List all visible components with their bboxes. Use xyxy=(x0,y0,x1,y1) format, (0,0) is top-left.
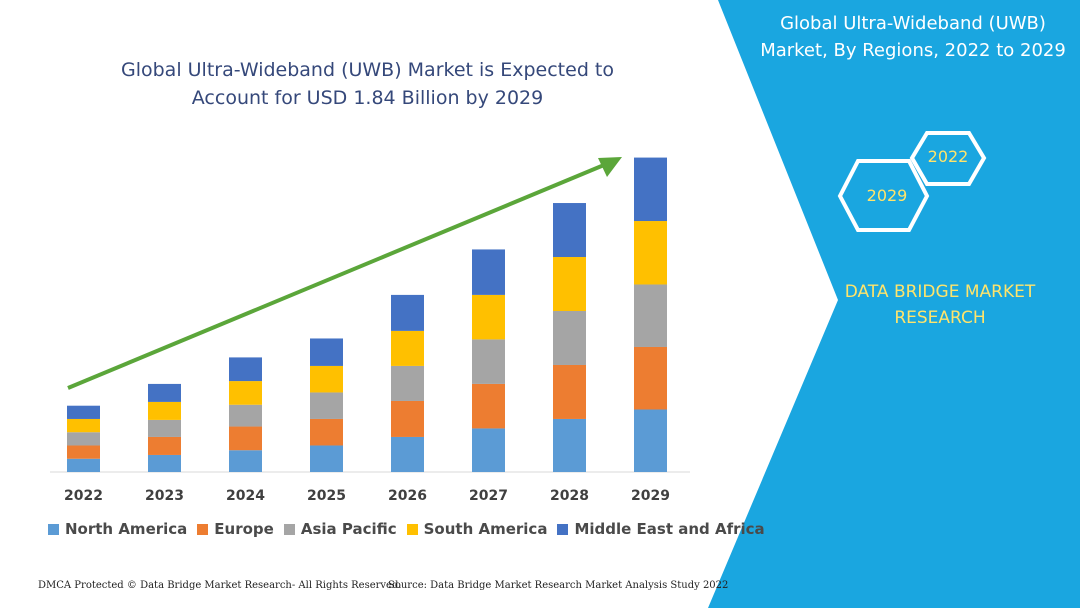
bar-segment-2025-4 xyxy=(310,338,343,366)
bar-segment-2026-3 xyxy=(391,330,424,366)
bar-segment-2023-1 xyxy=(148,436,181,455)
bar-segment-2028-0 xyxy=(553,418,586,472)
brand-text: DATA BRIDGE MARKET RESEARCH xyxy=(820,279,1060,331)
badge-end-year: 2029 xyxy=(866,186,908,205)
bar-segment-2025-1 xyxy=(310,418,343,446)
legend-swatch xyxy=(406,523,418,535)
bar-segment-2026-4 xyxy=(391,294,424,331)
bar-segment-2027-2 xyxy=(472,339,505,384)
legend-label: Europe xyxy=(214,520,274,538)
legend-label: South America xyxy=(423,520,548,538)
panel-title-line1: Global Ultra-Wideband (UWB) xyxy=(780,13,1046,34)
bar-segment-2023-3 xyxy=(148,401,181,420)
trend-arrow xyxy=(67,157,622,390)
brand-line2: RESEARCH xyxy=(894,308,986,328)
bar-segment-2022-3 xyxy=(67,418,100,433)
bar-segment-2022-1 xyxy=(67,445,100,459)
bar-segment-2027-4 xyxy=(472,249,505,295)
bar-segment-2026-0 xyxy=(391,436,424,472)
bar-segment-2024-1 xyxy=(229,426,262,451)
footer-copyright: DMCA Protected © Data Bridge Market Rese… xyxy=(38,580,402,591)
bar-segment-2028-2 xyxy=(553,311,586,365)
x-tick-label: 2025 xyxy=(307,488,346,504)
chart-title-line2: Account for USD 1.84 Billion by 2029 xyxy=(191,87,544,109)
legend-item: Asia Pacific xyxy=(283,520,397,538)
legend-swatch xyxy=(283,523,295,535)
bar-segment-2025-2 xyxy=(310,392,343,419)
x-tick-label: 2028 xyxy=(550,488,589,504)
legend-swatch xyxy=(48,523,59,535)
bar-segment-2023-0 xyxy=(148,454,181,472)
legend-swatch xyxy=(557,523,569,535)
badge-start-year: 2022 xyxy=(927,147,969,166)
x-tick-label: 2026 xyxy=(388,488,427,504)
bar-segment-2029-0 xyxy=(634,409,667,472)
bar-segment-2029-1 xyxy=(634,346,667,410)
bar-segment-2024-4 xyxy=(229,357,262,382)
bar-segment-2025-0 xyxy=(310,445,343,472)
x-tick-label: 2024 xyxy=(226,488,265,504)
right-blue-panel xyxy=(708,0,1080,608)
bar-segment-2026-1 xyxy=(391,400,424,437)
chart-legend: North America Europe Asia Pacific South Ame… xyxy=(48,520,765,538)
bar-segment-2024-0 xyxy=(229,450,262,472)
bar-segment-2028-4 xyxy=(553,203,586,258)
bar-segment-2023-4 xyxy=(148,383,181,402)
bar-group xyxy=(67,157,667,472)
legend-label: North America xyxy=(65,520,188,538)
bar-segment-2029-2 xyxy=(634,284,667,347)
x-tick-label: 2027 xyxy=(469,488,508,504)
bar-segment-2027-0 xyxy=(472,428,505,472)
bar-segment-2028-3 xyxy=(553,257,586,311)
footer-source: Source: Data Bridge Market Research Mark… xyxy=(388,580,729,591)
bar-segment-2029-4 xyxy=(634,157,667,222)
legend-label: Middle East and Africa xyxy=(574,520,765,538)
legend-item: North America xyxy=(48,520,187,538)
legend-item: South America xyxy=(406,520,548,538)
x-tick-labels: 2022 2023 2024 2025 2026 2027 2028 2029 xyxy=(64,488,670,504)
bar-segment-2024-3 xyxy=(229,381,262,405)
bar-segment-2029-3 xyxy=(634,221,667,285)
legend-item: Middle East and Africa xyxy=(557,520,765,538)
bar-segment-2022-2 xyxy=(67,432,100,446)
bar-segment-2024-2 xyxy=(229,404,262,427)
x-tick-label: 2023 xyxy=(145,488,184,504)
chart-title-line1: Global Ultra-Wideband (UWB) Market is Ex… xyxy=(121,59,614,81)
legend-item: Europe xyxy=(197,520,274,538)
x-tick-label: 2022 xyxy=(64,488,103,504)
hexagon-2022-icon xyxy=(909,131,987,186)
brand-line1: DATA BRIDGE MARKET xyxy=(844,282,1036,302)
bar-segment-2028-1 xyxy=(553,364,586,419)
bar-segment-2025-3 xyxy=(310,365,343,393)
legend-swatch xyxy=(197,523,209,535)
bar-segment-2023-2 xyxy=(148,419,181,437)
panel-title: Global Ultra-Wideband (UWB) Market, By R… xyxy=(748,10,1078,64)
bar-segment-2027-3 xyxy=(472,294,505,340)
bar-segment-2022-4 xyxy=(67,405,100,419)
bar-segment-2027-1 xyxy=(472,383,505,429)
x-tick-label: 2029 xyxy=(631,488,670,504)
bar-segment-2022-0 xyxy=(67,458,100,472)
legend-label: Asia Pacific xyxy=(300,520,397,538)
hexagon-2029-icon xyxy=(837,159,930,232)
panel-title-line2: Market, By Regions, 2022 to 2029 xyxy=(760,40,1066,61)
bar-segment-2026-2 xyxy=(391,365,424,401)
chart-title: Global Ultra-Wideband (UWB) Market is Ex… xyxy=(90,56,645,112)
